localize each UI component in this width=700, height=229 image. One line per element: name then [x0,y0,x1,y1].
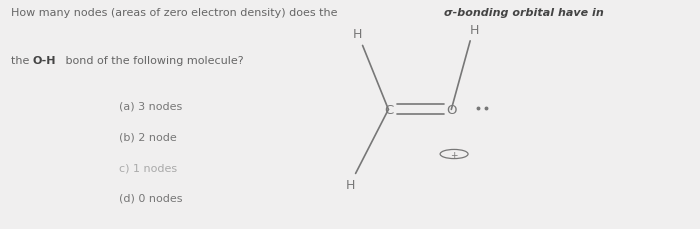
Text: +: + [450,150,458,159]
Text: (d) 0 nodes: (d) 0 nodes [120,193,183,203]
Text: C: C [384,104,393,116]
Text: the: the [11,55,33,65]
Text: How many nodes (areas of zero electron density) does the: How many nodes (areas of zero electron d… [11,8,341,17]
Text: bond of the following molecule?: bond of the following molecule? [62,55,244,65]
Text: O-H: O-H [33,55,56,65]
Text: c) 1 nodes: c) 1 nodes [120,162,178,172]
Text: H: H [345,179,355,191]
Text: (b) 2 node: (b) 2 node [120,132,177,142]
Text: O: O [446,104,456,116]
Text: H: H [352,28,362,41]
Text: H: H [470,24,479,37]
Text: (a) 3 nodes: (a) 3 nodes [120,101,183,111]
Text: σ-bonding orbital have in: σ-bonding orbital have in [444,8,603,17]
